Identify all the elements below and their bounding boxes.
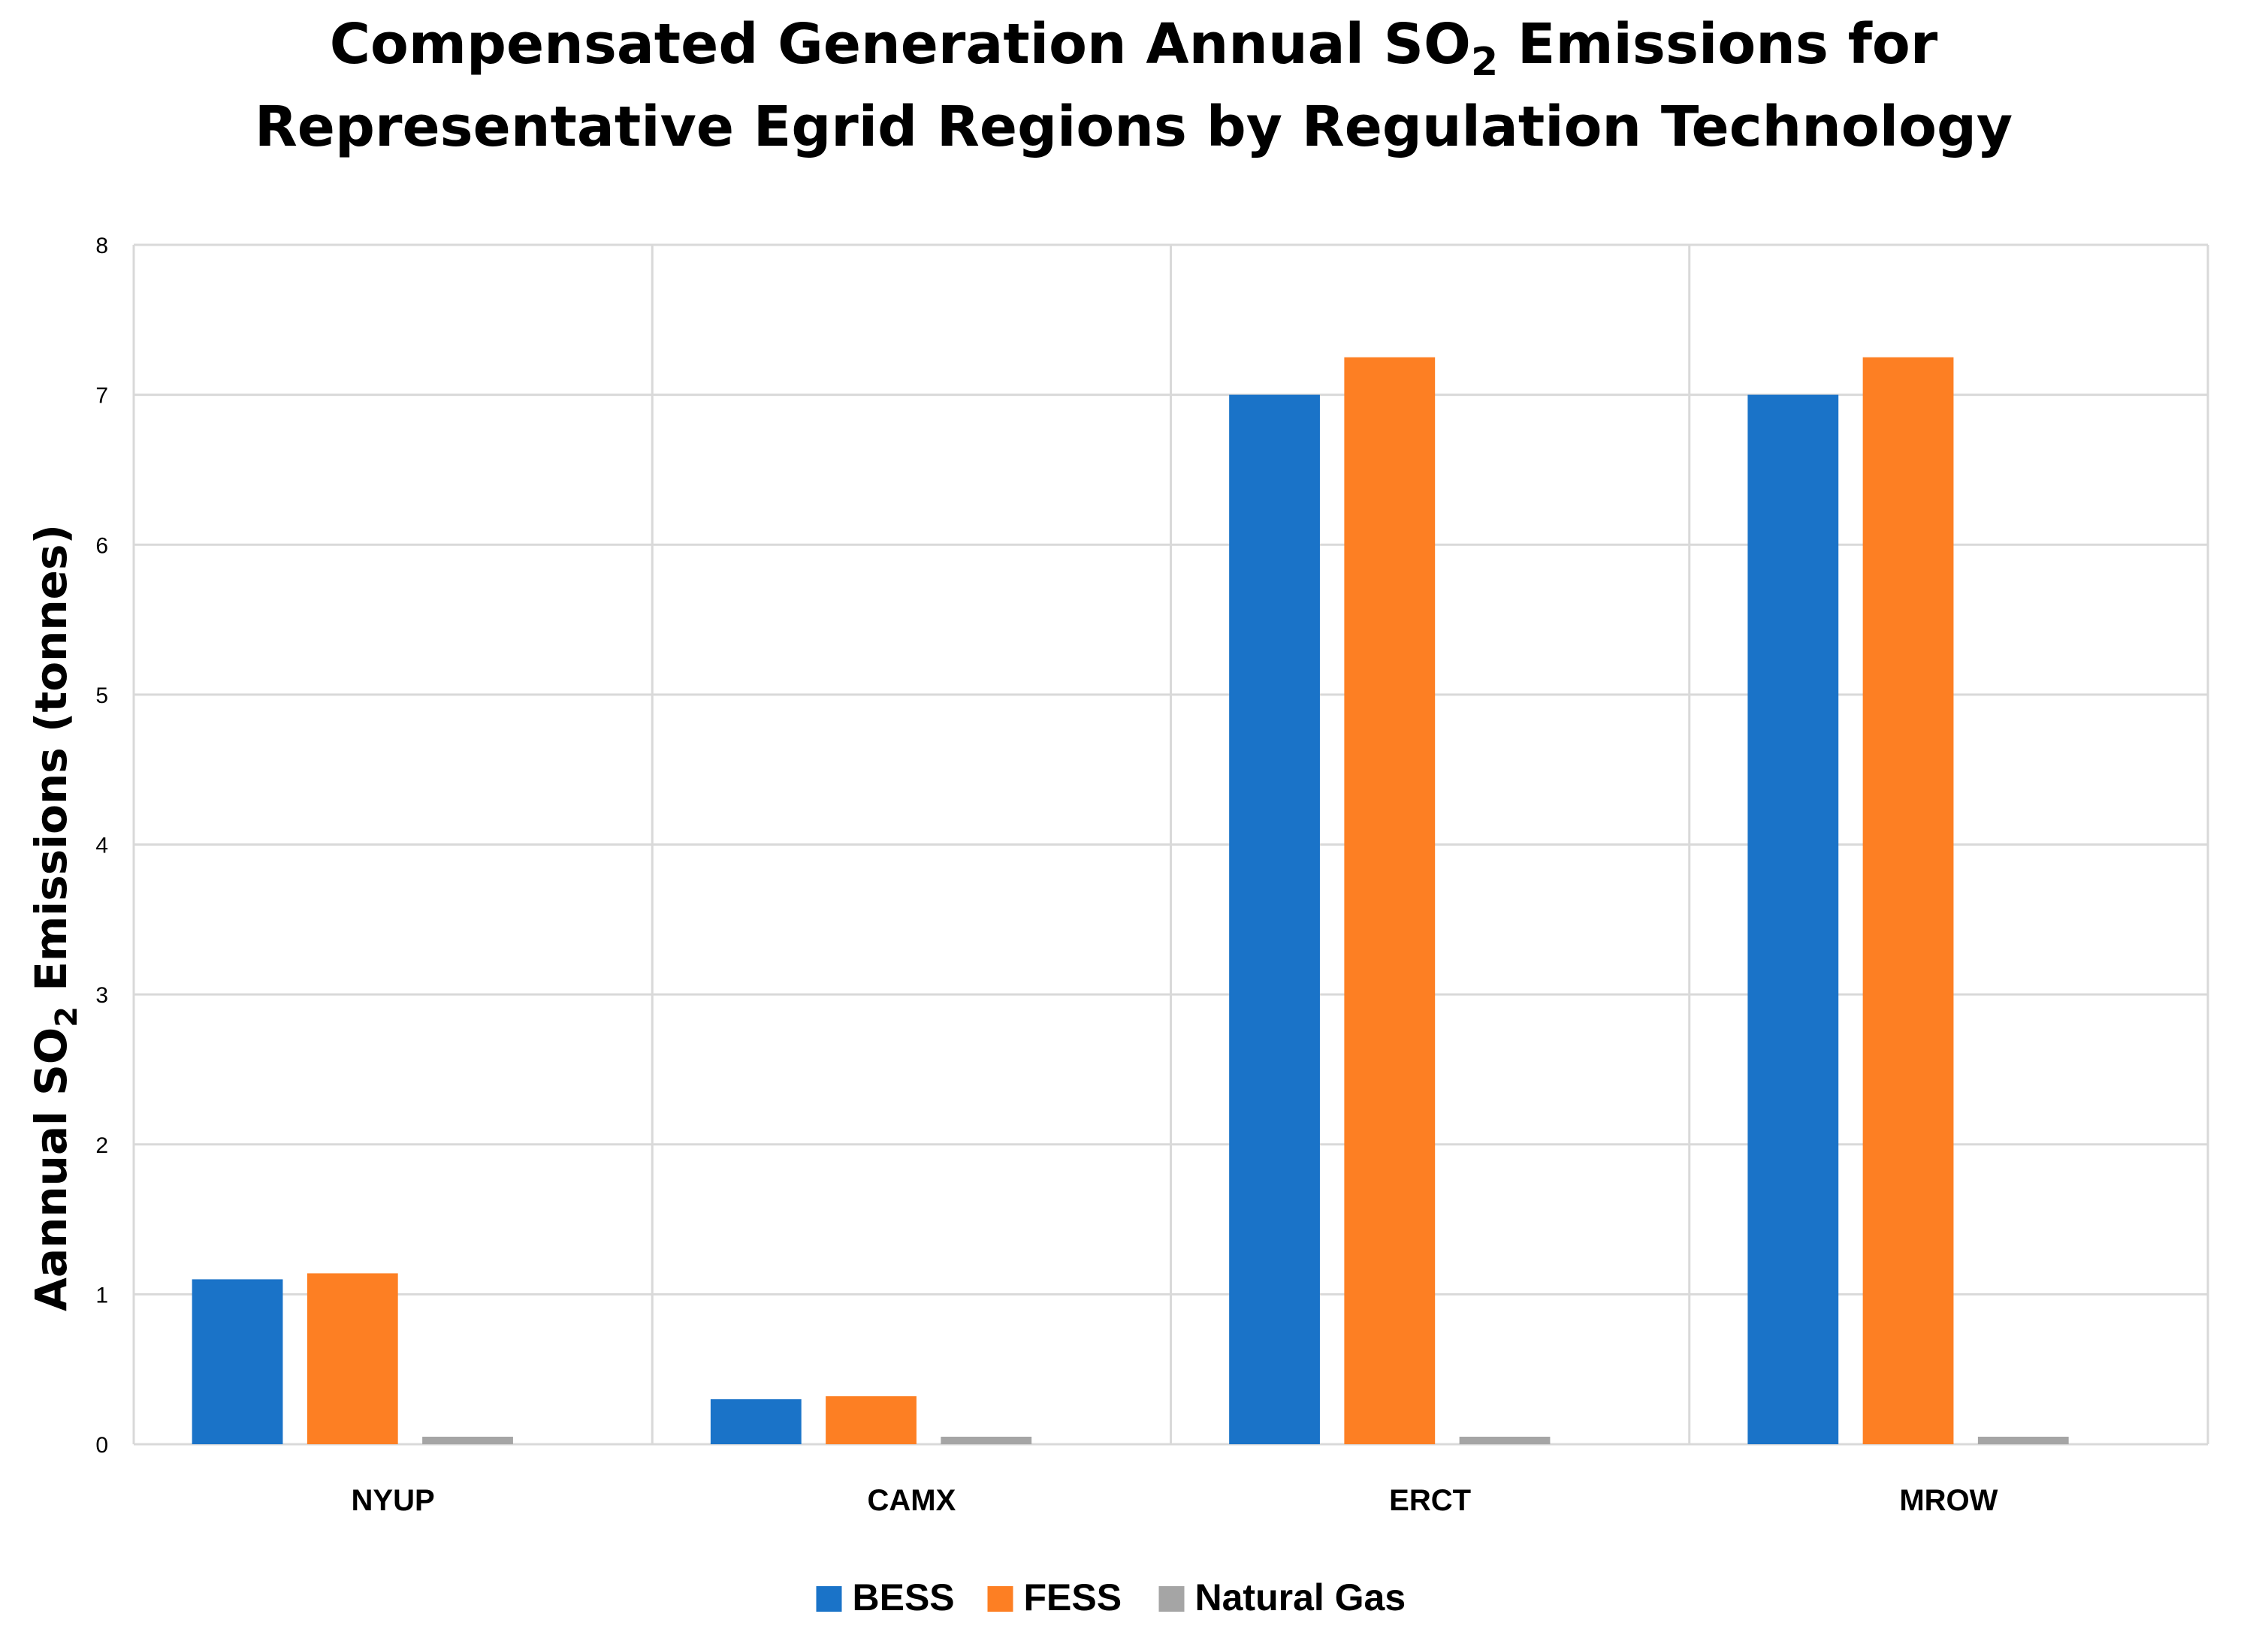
bar-natural-gas-camx (941, 1437, 1032, 1444)
bar-natural-gas-erct (1459, 1437, 1551, 1444)
bar-natural-gas-nyup (422, 1437, 513, 1444)
legend-item-bess: BESS (816, 1576, 955, 1618)
y-tick-label: 8 (95, 234, 108, 258)
y-axis-label-subscript: 2 (50, 1006, 84, 1027)
y-axis-label-pre: Aannual SO (26, 1027, 77, 1311)
legend-swatch-fess (987, 1586, 1013, 1612)
legend-label-natural-gas: Natural Gas (1195, 1576, 1406, 1618)
y-tick-label: 7 (95, 384, 108, 409)
bar-fess-nyup (307, 1273, 398, 1444)
y-tick-label: 4 (95, 834, 108, 858)
legend-label-fess: FESS (1024, 1576, 1122, 1618)
chart-title-line-1-post: Emissions for (1498, 12, 1938, 77)
y-tick-label: 3 (95, 983, 108, 1008)
y-tick-label: 1 (95, 1283, 108, 1308)
y-tick-label: 5 (95, 683, 108, 708)
y-tick-label: 6 (95, 533, 108, 558)
legend-label-bess: BESS (853, 1576, 955, 1618)
y-tick-label: 2 (95, 1133, 108, 1158)
y-axis-ticks: 0 1 2 3 4 5 6 7 8 (95, 234, 108, 1458)
legend-swatch-bess (816, 1586, 842, 1612)
bar-bess-mrow (1747, 394, 1839, 1444)
chart-title: Compensated Generation Annual SO2 Emissi… (255, 12, 2013, 159)
bar-bess-erct (1229, 394, 1320, 1444)
y-axis-label: Aannual SO2 Emissions (tonnes) (26, 524, 84, 1311)
legend-item-natural-gas: Natural Gas (1158, 1576, 1406, 1618)
bar-fess-mrow (1862, 357, 1954, 1444)
x-category-label: NYUP (352, 1484, 435, 1517)
legend: BESS FESS Natural Gas (816, 1576, 1406, 1618)
bar-bess-nyup (192, 1279, 283, 1444)
bar-fess-camx (826, 1396, 917, 1444)
legend-item-fess: FESS (987, 1576, 1122, 1618)
chart-title-line-1-subscript: 2 (1471, 40, 1498, 85)
bar-bess-camx (710, 1399, 802, 1444)
chart-title-line-2: Representative Egrid Regions by Regulati… (255, 95, 2013, 159)
x-category-label: MROW (1899, 1484, 1998, 1517)
bar-natural-gas-mrow (1977, 1437, 2069, 1444)
chart-title-line-1: Compensated Generation Annual SO2 Emissi… (330, 12, 1938, 85)
gridlines (132, 243, 2209, 1446)
legend-swatch-natural-gas (1158, 1586, 1185, 1612)
y-tick-label: 0 (95, 1433, 108, 1458)
chart-title-line-1-pre: Compensated Generation Annual SO (330, 12, 1471, 77)
bar-fess-erct (1344, 357, 1436, 1444)
x-category-label: CAMX (867, 1484, 956, 1517)
y-axis-label-post: Emissions (tonnes) (26, 524, 77, 1006)
x-category-label: ERCT (1389, 1484, 1471, 1517)
bars (192, 357, 2069, 1444)
x-axis-categories: NYUP CAMX ERCT MROW (352, 1484, 1998, 1517)
